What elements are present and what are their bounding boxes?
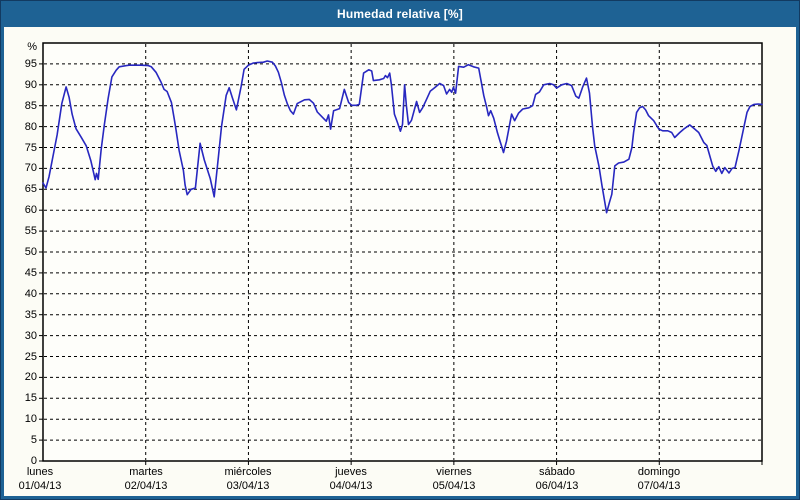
x-tick-day-label: martes (129, 466, 163, 478)
x-tick-day-label: miércoles (224, 466, 272, 478)
y-axis-unit-label: % (27, 41, 37, 53)
y-tick-label: 15 (24, 392, 37, 404)
plot-border (42, 42, 763, 462)
y-tick-label: 20 (24, 371, 37, 383)
x-tick-day-label: sábado (538, 466, 576, 478)
x-tick-day-label: viernes (436, 466, 472, 478)
chart-title: Humedad relativa [%] (336, 7, 464, 21)
x-tick-date-label: 06/04/13 (535, 480, 579, 492)
y-tick-label: 30 (24, 330, 37, 342)
y-tick-label: 35 (24, 309, 37, 321)
y-tick-label: 85 (24, 100, 37, 112)
y-tick-label: 65 (24, 183, 37, 195)
x-tick-date-label: 07/04/13 (637, 480, 681, 492)
y-tick-label: 70 (24, 162, 37, 174)
x-tick-date-label: 03/04/13 (226, 480, 270, 492)
humidity-series-line (42, 60, 763, 214)
y-tick-label: 45 (24, 267, 37, 279)
y-tick-label: 5 (30, 434, 37, 446)
y-tick-label: 50 (24, 246, 37, 258)
x-tick-day-label: lunes (26, 466, 54, 478)
y-tick-label: 25 (24, 351, 37, 363)
y-tick-label: 40 (24, 288, 37, 300)
y-tick-label: 55 (24, 225, 37, 237)
y-tick-label: 10 (24, 413, 37, 425)
x-tick-day-label: jueves (335, 466, 367, 478)
x-tick-date-label: 05/04/13 (432, 480, 476, 492)
x-tick-date-label: 02/04/13 (124, 480, 168, 492)
y-tick-label: 80 (24, 121, 37, 133)
y-tick-label: 95 (24, 58, 37, 70)
y-tick-label: 0 (30, 455, 37, 467)
window-titlebar: Humedad relativa [%] (1, 1, 799, 27)
y-tick-label: 75 (24, 142, 37, 154)
x-tick-date-label: 04/04/13 (329, 480, 373, 492)
x-tick-date-label: 01/04/13 (18, 480, 62, 492)
x-tick-day-label: domingo (637, 466, 681, 478)
y-tick-label: 90 (24, 79, 37, 91)
y-tick-label: 60 (24, 204, 37, 216)
